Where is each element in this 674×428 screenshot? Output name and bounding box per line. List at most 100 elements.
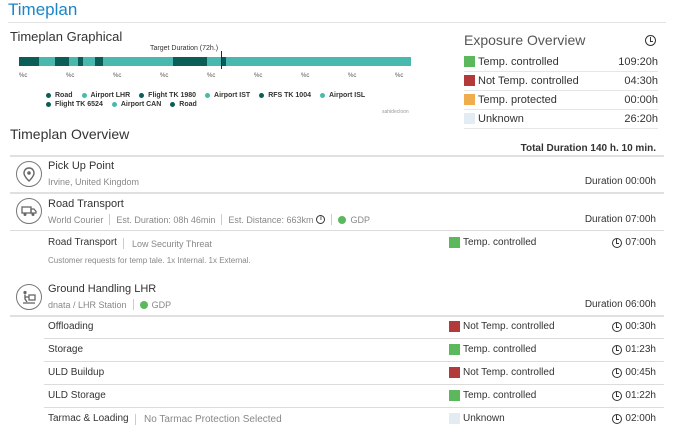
divider <box>10 230 664 231</box>
exposure-divider <box>464 90 658 91</box>
timeplan-segment[interactable] <box>19 57 39 66</box>
activity-time: 01:23h <box>612 344 656 355</box>
gdp-label: GDP <box>151 299 172 310</box>
activity-label: Offloading <box>48 321 94 332</box>
exposure-label: Temp. protected <box>478 93 557 106</box>
timeplan-segment[interactable] <box>220 57 227 66</box>
truck-icon <box>16 198 42 224</box>
legend-label: Road <box>179 101 197 108</box>
clock-icon <box>645 35 656 46</box>
timeplan-segment[interactable] <box>102 57 173 66</box>
timeplan-segment[interactable] <box>94 57 103 66</box>
legend-dot <box>205 93 211 98</box>
legend-item[interactable]: Airport ISL <box>319 92 365 99</box>
customer-note: Customer requests for temp tale. 1x Inte… <box>48 256 251 265</box>
time-value: 07:00h <box>625 237 656 248</box>
status-swatch <box>449 413 460 424</box>
timeplan-segment[interactable] <box>83 57 95 66</box>
target-duration-marker <box>221 51 222 69</box>
road-transport-detail-label[interactable]: Road Transport <box>48 237 117 248</box>
legend-row: Flight TK 6524 Airport CAN Road <box>46 100 416 109</box>
legend-item[interactable]: Airport CAN <box>111 101 162 108</box>
time-value: 02:00h <box>625 413 656 424</box>
gdp-status-dot <box>139 300 148 309</box>
timeplan-bar[interactable] <box>19 57 411 66</box>
pickup-location: Irvine, United Kingdom <box>48 177 140 187</box>
status-swatch <box>449 344 460 355</box>
activity-label: Tarmac & Loading <box>48 413 129 424</box>
legend-label: Airport LHR <box>90 92 131 99</box>
exposure-swatch <box>464 56 475 67</box>
clock-icon <box>612 390 623 401</box>
ground-handling-duration: Duration 06:00h <box>584 299 656 310</box>
legend-dot <box>319 93 325 98</box>
axis-tick-label: %c <box>160 73 169 79</box>
activity-sub-label: No Tarmac Protection Selected <box>144 414 282 425</box>
exposure-label: Unknown <box>478 112 524 125</box>
legend-label: Airport CAN <box>120 101 162 108</box>
divider <box>44 384 664 385</box>
ground-handling-icon <box>16 284 42 310</box>
ground-handling-details: dnata / LHR Station GDP <box>48 299 171 310</box>
road-transport-time: 07:00h <box>612 237 656 248</box>
exposure-label: Not Temp. controlled <box>478 74 579 87</box>
legend-item[interactable]: Flight TK 6524 <box>46 101 103 108</box>
gdp-status-dot <box>338 215 347 224</box>
clock-icon <box>612 321 623 332</box>
timeplan-segment[interactable] <box>206 57 221 66</box>
clock-icon <box>612 367 623 378</box>
activity-status: Not Temp. controlled <box>449 367 555 378</box>
status-label: Temp. controlled <box>463 344 537 355</box>
title-divider <box>8 22 666 23</box>
separator <box>109 214 111 225</box>
legend-dot <box>111 102 117 107</box>
divider <box>44 407 664 408</box>
status-swatch <box>449 237 460 248</box>
estimated-distance: Est. Distance: 663km <box>228 214 314 225</box>
legend-item[interactable]: Road <box>170 101 197 108</box>
clock-icon <box>612 344 623 355</box>
status-swatch <box>449 321 460 332</box>
road-transport-details: World Courier Est. Duration: 08h 46min E… <box>48 214 370 225</box>
axis-tick-label: %c <box>395 73 404 79</box>
timeplan-segment[interactable] <box>38 57 56 66</box>
timeplan-segment[interactable] <box>55 57 70 66</box>
separator <box>331 214 333 225</box>
exposure-value: 109:20h <box>618 55 658 68</box>
legend-row: Road Airport LHR Flight TK 1980 Airport IST… <box>46 91 416 100</box>
legend-dot <box>259 93 265 98</box>
total-duration: Total Duration 140 h. 10 min. <box>520 143 656 154</box>
watermark: sahidecloon <box>382 109 409 115</box>
exposure-row: Temp. controlled 109:20h <box>464 53 658 70</box>
timeplan-segment[interactable] <box>77 57 84 66</box>
pickup-title: Pick Up Point <box>48 160 115 172</box>
timeplan-segment[interactable] <box>226 57 411 66</box>
status-label: Temp. controlled <box>463 390 537 401</box>
timeplan-segment[interactable] <box>69 57 78 66</box>
legend-dot <box>170 102 176 107</box>
legend-label: Flight TK 1980 <box>148 92 197 99</box>
info-icon[interactable]: i <box>316 215 326 224</box>
divider <box>10 155 664 157</box>
timeplan-segment[interactable] <box>172 57 207 66</box>
legend-label: Flight TK 6524 <box>55 101 103 108</box>
axis-tick-label: %c <box>19 73 28 79</box>
activity-label: Storage <box>48 344 84 355</box>
legend-dot <box>46 102 51 107</box>
location-pin-icon <box>16 161 42 187</box>
exposure-divider <box>464 109 658 110</box>
divider <box>44 338 664 339</box>
divider <box>10 192 664 194</box>
legend-item[interactable]: Airport LHR <box>81 92 131 99</box>
legend-dot <box>46 93 51 98</box>
legend-dot <box>139 93 145 98</box>
timeplan-overview-title: Timeplan Overview <box>10 126 130 142</box>
legend-item[interactable]: Road <box>46 92 73 99</box>
legend-item[interactable]: RFS TK 1004 <box>259 92 311 99</box>
status-label: Temp. controlled <box>463 237 537 248</box>
legend-label: RFS TK 1004 <box>268 92 311 99</box>
legend-label: Airport IST <box>214 92 251 99</box>
legend-item[interactable]: Flight TK 1980 <box>139 92 196 99</box>
legend-item[interactable]: Airport IST <box>205 92 250 99</box>
exposure-value: 00:00h <box>624 93 658 106</box>
